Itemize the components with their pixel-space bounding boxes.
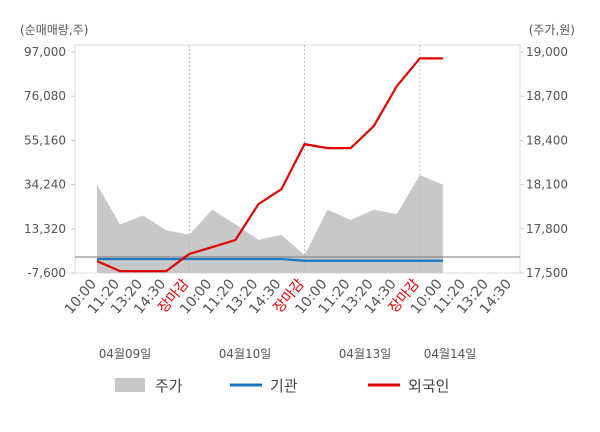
y-tick-label: -7,600 — [27, 266, 66, 280]
y2-tick-label: 18,400 — [526, 133, 568, 147]
y-tick-label: 76,080 — [24, 89, 66, 103]
y-tick-label: 55,160 — [24, 133, 66, 147]
series-line — [97, 257, 443, 262]
legend-label: 주가 — [155, 377, 183, 395]
y-tick-label: 97,000 — [24, 45, 66, 59]
y-tick-label: 34,240 — [24, 178, 66, 192]
date-label: 04월14일 — [424, 347, 477, 361]
y2-tick-label: 18,700 — [526, 89, 568, 103]
y2-tick-label: 17,800 — [526, 222, 568, 236]
y2-axis-label: (주가,원) — [529, 23, 575, 37]
y2-tick-label: 19,000 — [526, 45, 568, 59]
y-axis-label: (순매매량,주) — [20, 23, 88, 37]
legend-label: 기관 — [270, 377, 298, 395]
y2-tick-label: 17,500 — [526, 266, 568, 280]
y-tick-label: 13,320 — [24, 222, 66, 236]
series-line — [96, 57, 443, 273]
date-label: 04월09일 — [99, 347, 152, 361]
date-label: 04월10일 — [219, 347, 272, 361]
y2-tick-label: 18,100 — [526, 178, 568, 192]
date-label: 04월13일 — [339, 347, 392, 361]
legend-swatch — [115, 378, 145, 392]
price-area — [97, 175, 443, 273]
legend-label: 외국인 — [408, 377, 449, 395]
